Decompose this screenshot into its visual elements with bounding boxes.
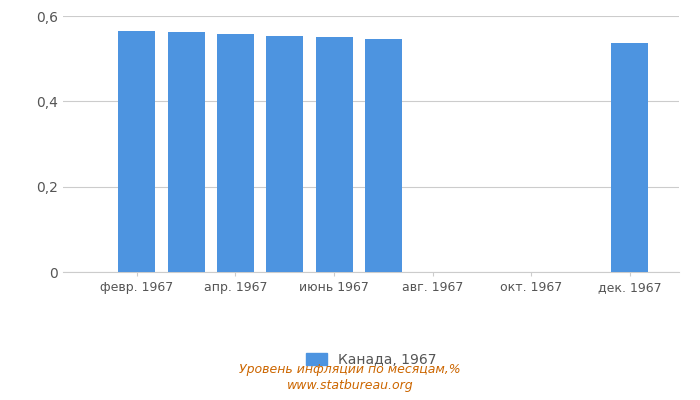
Bar — [266, 36, 303, 272]
Bar — [168, 32, 204, 272]
Bar — [316, 37, 353, 272]
Bar — [611, 43, 648, 272]
Text: Уровень инфляции по месяцам,%: Уровень инфляции по месяцам,% — [239, 364, 461, 376]
Bar — [365, 39, 402, 272]
Legend: Канада, 1967: Канада, 1967 — [300, 348, 442, 372]
Bar — [118, 31, 155, 272]
Text: www.statbureau.org: www.statbureau.org — [287, 380, 413, 392]
Bar — [217, 34, 254, 272]
